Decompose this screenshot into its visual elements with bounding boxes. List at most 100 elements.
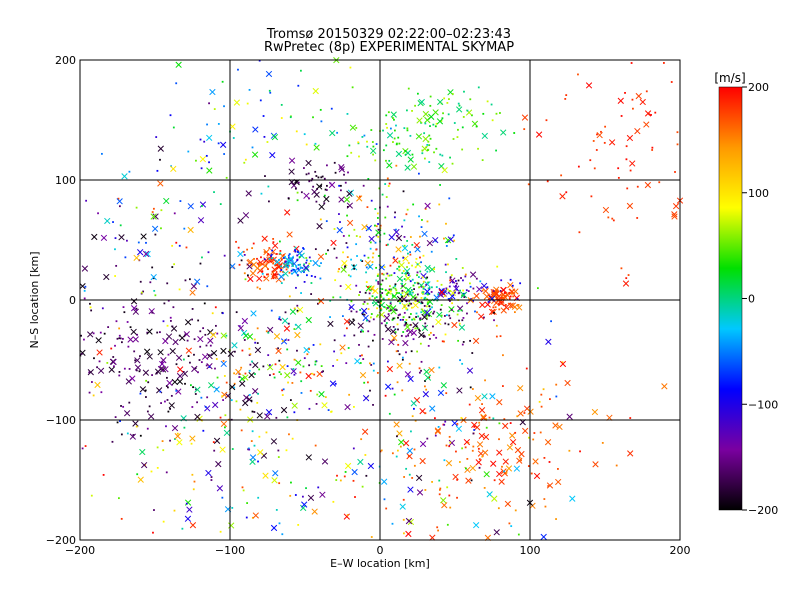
data-point-dot: [405, 307, 408, 310]
x-tick-label: −100: [215, 544, 245, 557]
data-point-dot: [296, 199, 299, 202]
data-point-dot: [314, 248, 317, 251]
data-point-dot: [383, 232, 386, 235]
data-point-dot: [481, 455, 484, 458]
data-point-dot: [330, 410, 333, 413]
data-point-dot: [166, 324, 169, 327]
data-point-dot: [452, 138, 455, 140]
data-point-dot: [290, 481, 292, 484]
data-point-dot: [498, 438, 500, 441]
data-point-x: [177, 366, 184, 373]
data-point-dot: [162, 449, 165, 452]
data-point-x: [159, 366, 167, 373]
data-point-dot: [436, 526, 439, 529]
data-point-dot: [269, 256, 272, 259]
data-point-x: [209, 88, 216, 96]
data-point-dot: [394, 211, 396, 214]
data-point-x: [295, 267, 303, 274]
data-point-dot: [369, 316, 372, 319]
data-point-dot: [305, 261, 308, 264]
data-point-dot: [422, 254, 425, 257]
data-point-dot: [358, 343, 360, 346]
data-point-dot: [289, 399, 292, 401]
data-point-dot: [461, 294, 464, 297]
data-point-dot: [620, 115, 623, 117]
data-point-dot: [321, 371, 323, 373]
data-point-dot: [214, 306, 217, 309]
data-point-dot: [386, 307, 389, 309]
data-point-dot: [296, 274, 299, 276]
data-point-x: [91, 233, 98, 241]
data-point-dot: [365, 281, 368, 283]
data-point-dot: [439, 153, 442, 156]
data-point-dot: [347, 274, 350, 277]
data-point-dot: [291, 262, 294, 265]
data-point-x: [144, 348, 151, 355]
data-point-dot: [139, 392, 142, 395]
data-point-dot: [279, 270, 282, 273]
data-point-dot: [449, 276, 452, 279]
data-point-dot: [464, 275, 467, 278]
data-point-dot: [357, 141, 360, 144]
data-point-dot: [323, 194, 326, 197]
data-point-x: [190, 283, 198, 290]
data-point-dot: [288, 256, 290, 259]
data-point-dot: [495, 335, 498, 338]
data-point-dot: [405, 213, 408, 216]
data-point-x: [330, 239, 337, 247]
data-point-dot: [495, 149, 497, 152]
data-point-dot: [321, 175, 324, 178]
data-point-dot: [494, 306, 497, 309]
data-point-dot: [260, 263, 263, 266]
data-point-dot: [251, 430, 254, 433]
data-point-dot: [137, 241, 140, 244]
data-point-dot: [394, 283, 397, 286]
data-point-dot: [434, 125, 437, 128]
data-point-dot: [371, 141, 374, 143]
data-point-x: [291, 402, 298, 409]
data-point-dot: [358, 294, 360, 296]
data-point-dot: [396, 381, 399, 384]
data-point-dot: [167, 353, 170, 356]
data-point-x: [507, 302, 514, 309]
data-point-dot: [401, 279, 403, 282]
data-point-dot: [547, 485, 550, 487]
data-point-dot: [420, 121, 422, 124]
data-point-x: [509, 438, 517, 446]
data-point-dot: [254, 341, 257, 344]
data-point-x: [197, 217, 205, 224]
data-point-dot: [308, 348, 311, 350]
data-point-dot: [323, 202, 326, 205]
data-point-dot: [355, 284, 358, 287]
data-point-dot: [396, 142, 398, 145]
data-point-dot: [438, 493, 441, 496]
data-point-dot: [319, 108, 322, 111]
data-point-x: [622, 280, 630, 287]
data-point-dot: [508, 291, 511, 294]
data-point-dot: [391, 522, 394, 525]
data-point-dot: [115, 320, 118, 323]
data-point-dot: [407, 252, 409, 255]
data-point-dot: [117, 197, 120, 200]
data-point-x: [147, 413, 155, 420]
data-point-x: [504, 500, 512, 508]
data-point-x: [465, 477, 472, 484]
data-point-dot: [385, 277, 388, 280]
data-point-dot: [312, 344, 315, 346]
data-point-dot: [190, 442, 193, 445]
data-point-x: [544, 439, 552, 446]
data-point-x: [257, 449, 264, 456]
data-point-x: [448, 439, 456, 447]
data-point-dot: [414, 104, 416, 107]
data-point-dot: [386, 205, 389, 208]
data-point-dot: [416, 271, 419, 274]
data-point-dot: [233, 372, 236, 375]
data-point-dot: [307, 172, 310, 175]
data-point-x: [162, 337, 169, 345]
data-point-dot: [129, 326, 132, 329]
data-point-dot: [350, 258, 353, 261]
x-axis: −200 −100 0 100 200: [65, 60, 691, 557]
data-point-x: [505, 465, 513, 472]
data-point-dot: [171, 244, 174, 247]
data-point-dot: [206, 396, 209, 399]
